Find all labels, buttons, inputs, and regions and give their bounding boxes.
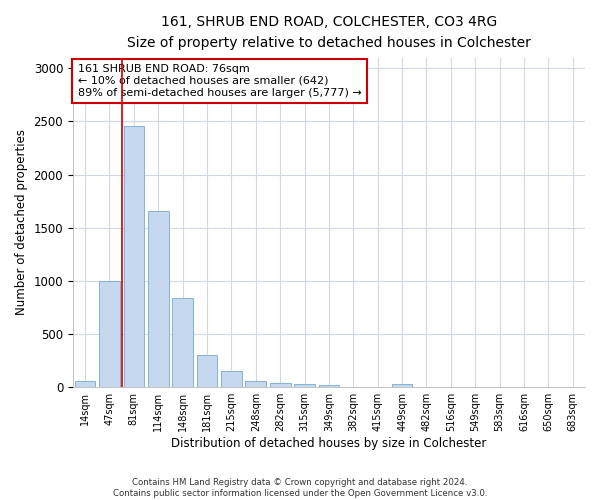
Bar bbox=[197, 356, 217, 387]
Bar bbox=[245, 382, 266, 387]
Text: 161 SHRUB END ROAD: 76sqm
← 10% of detached houses are smaller (642)
89% of semi: 161 SHRUB END ROAD: 76sqm ← 10% of detac… bbox=[78, 64, 362, 98]
Text: Contains HM Land Registry data © Crown copyright and database right 2024.
Contai: Contains HM Land Registry data © Crown c… bbox=[113, 478, 487, 498]
Bar bbox=[99, 281, 120, 387]
Bar bbox=[75, 382, 95, 387]
Bar bbox=[319, 385, 340, 387]
Bar bbox=[294, 384, 315, 387]
X-axis label: Distribution of detached houses by size in Colchester: Distribution of detached houses by size … bbox=[171, 437, 487, 450]
Bar bbox=[172, 298, 193, 387]
Bar bbox=[392, 384, 412, 387]
Bar bbox=[124, 126, 144, 387]
Bar bbox=[148, 211, 169, 387]
Y-axis label: Number of detached properties: Number of detached properties bbox=[15, 130, 28, 316]
Title: 161, SHRUB END ROAD, COLCHESTER, CO3 4RG
Size of property relative to detached h: 161, SHRUB END ROAD, COLCHESTER, CO3 4RG… bbox=[127, 15, 531, 50]
Bar bbox=[221, 372, 242, 387]
Bar bbox=[270, 383, 290, 387]
